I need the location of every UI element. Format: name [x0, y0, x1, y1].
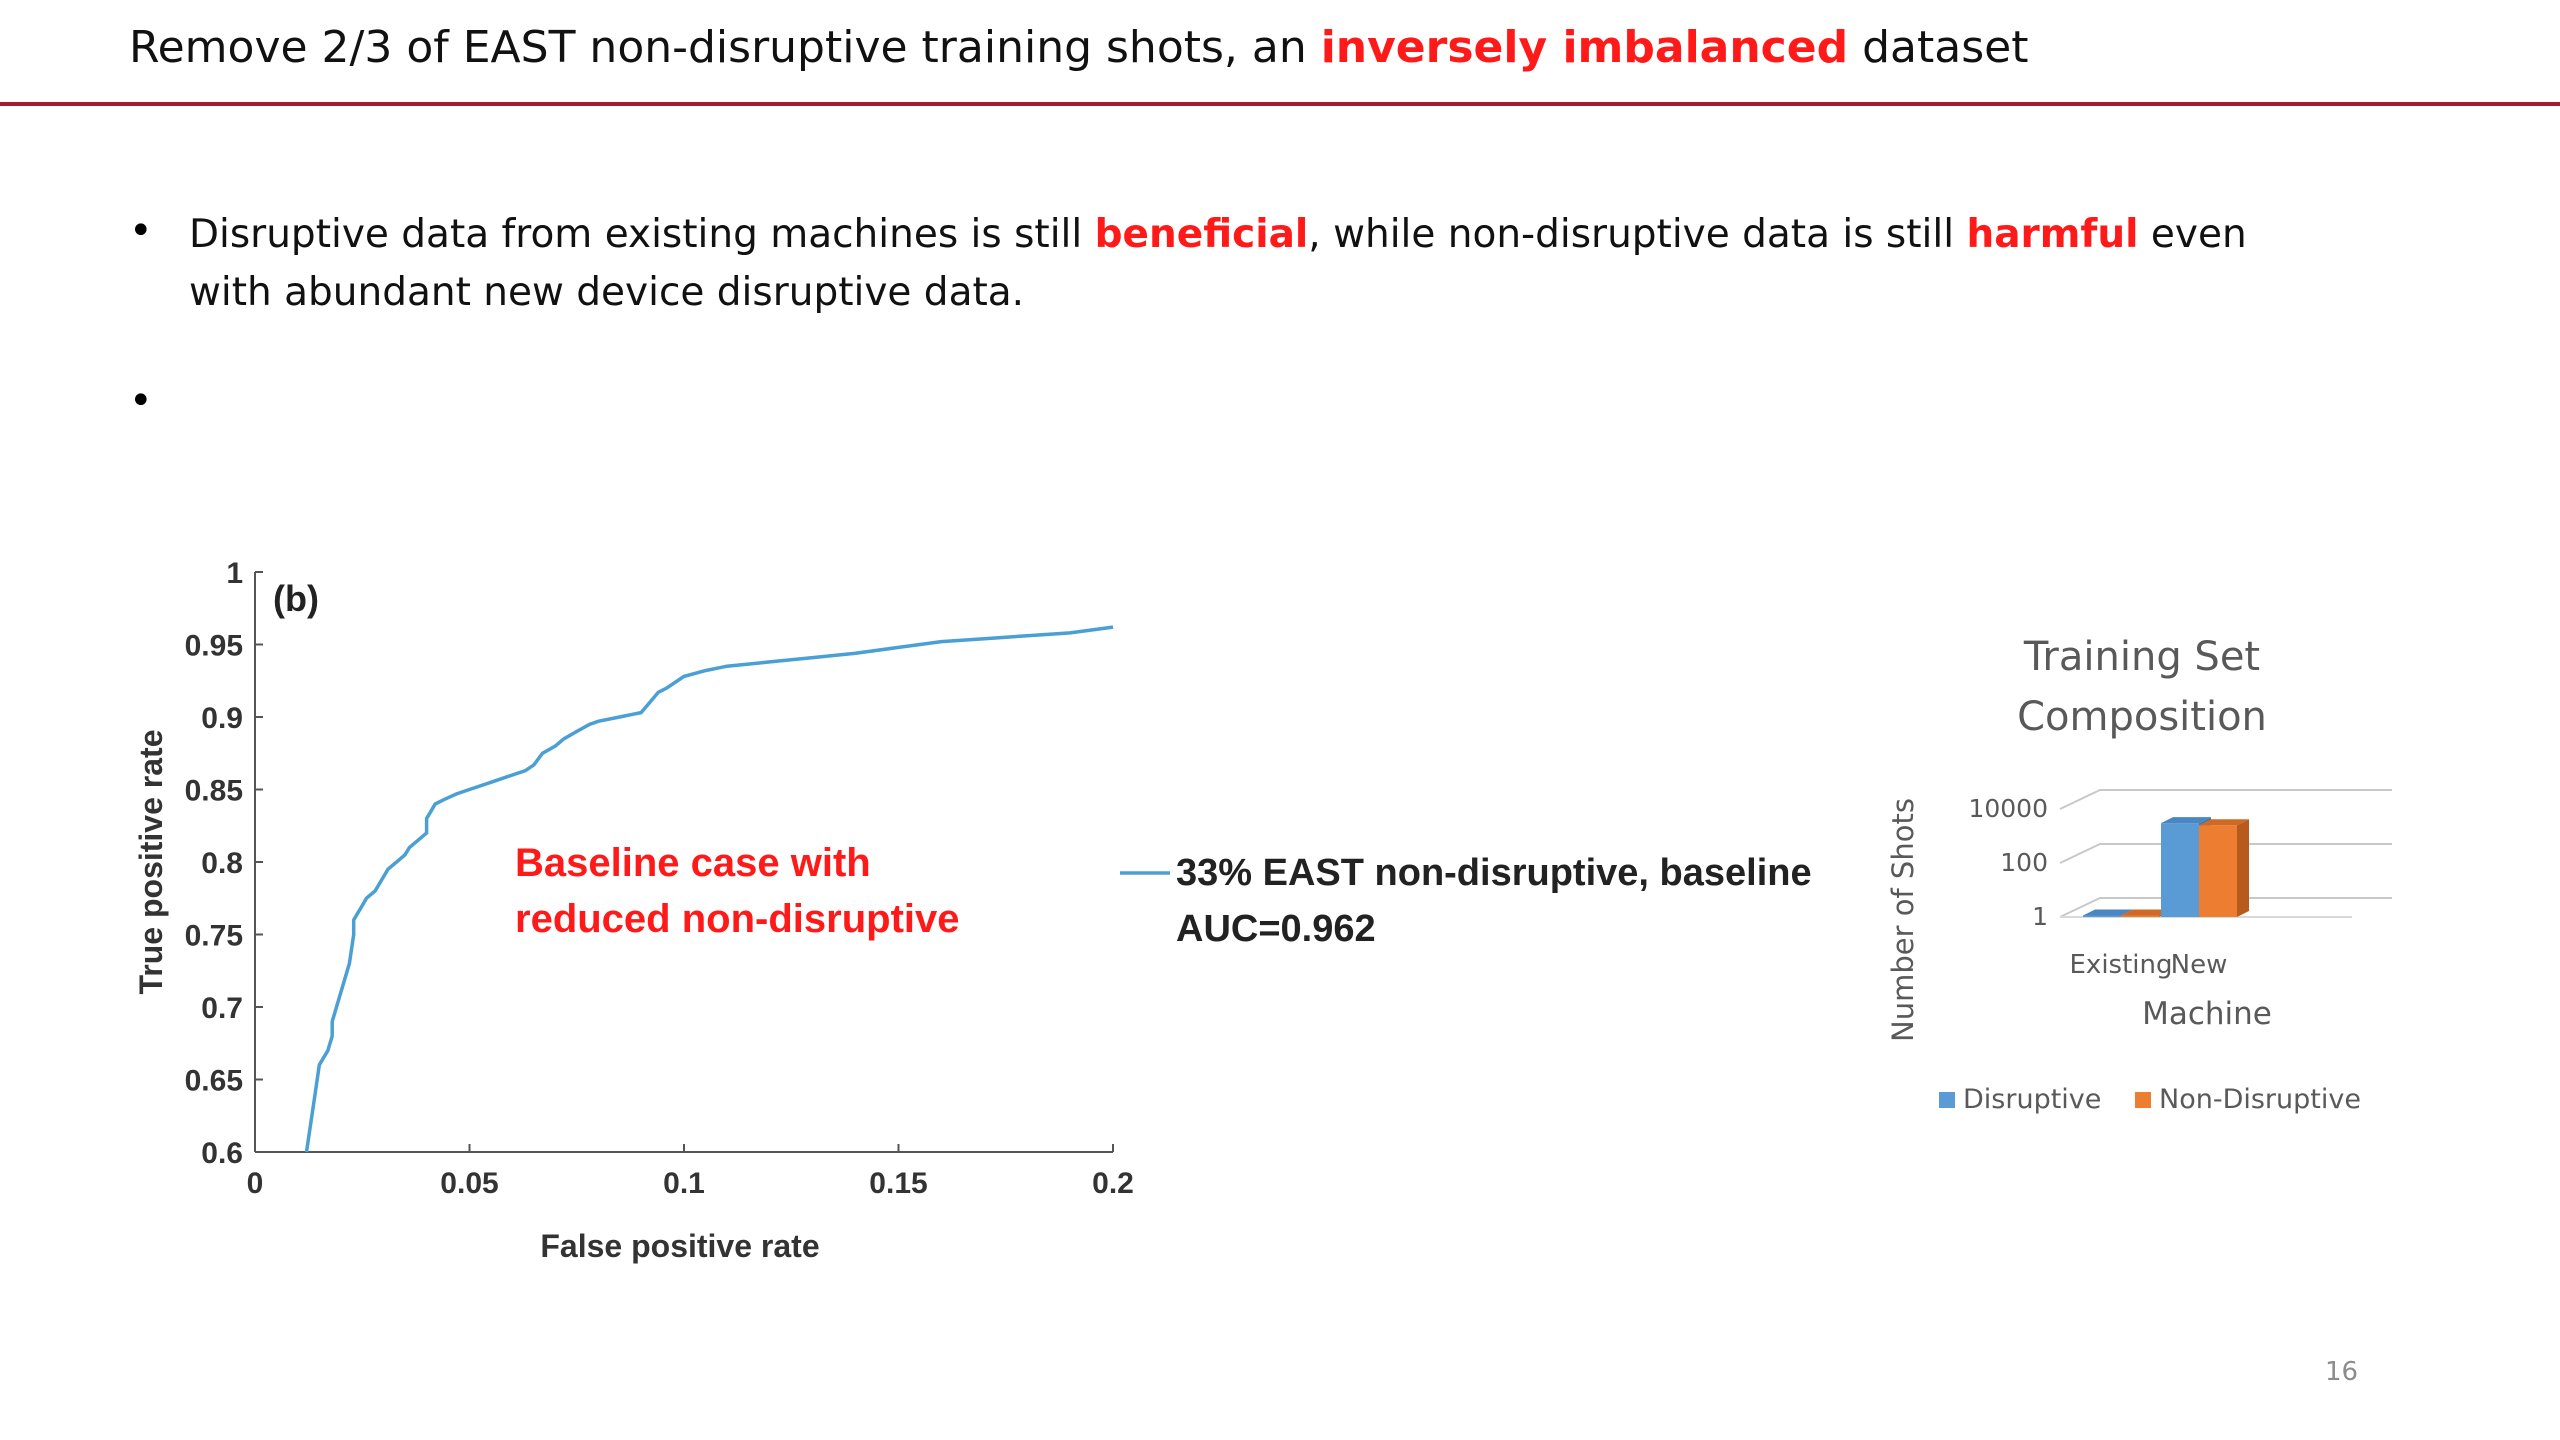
bar-side-non-disruptive-new — [2237, 819, 2249, 917]
bar-chart-bars — [2083, 817, 2249, 917]
roc-x-ticks: 0 0.05 0.1 0.15 0.2 — [247, 1144, 1134, 1200]
roc-legend: 33% EAST non-disruptive, baseline AUC=0.… — [1120, 852, 1812, 950]
bar-category-label-new: New — [2171, 950, 2228, 980]
bar-chart-y-ticks: 1 100 10000 — [1968, 794, 2048, 931]
roc-x-tick-label: 0.2 — [1092, 1167, 1134, 1200]
bar-chart-gridlines — [2059, 789, 2392, 918]
roc-x-label: False positive rate — [540, 1228, 819, 1264]
bar-gridline — [2059, 897, 2392, 918]
roc-y-label: True positive rate — [133, 730, 169, 995]
bar-chart-x-label: Machine — [2142, 996, 2272, 1032]
bar-chart-y-label: Number of Shots — [1886, 798, 1920, 1042]
roc-y-tick-label: 0.7 — [201, 992, 243, 1025]
roc-annotation-line2: reduced non-disruptive — [515, 897, 960, 941]
bar-chart-title-line1: Training Set — [2023, 634, 2260, 680]
roc-legend-label: 33% EAST non-disruptive, baseline — [1176, 852, 1812, 894]
bar-top-non-disruptive-existing — [2121, 909, 2171, 916]
bar-top-disruptive-new — [2161, 817, 2211, 824]
bar-top-disruptive-existing — [2083, 909, 2133, 916]
roc-x-tick-label: 0.1 — [663, 1167, 705, 1200]
page-number: 16 — [2325, 1357, 2359, 1387]
bar-y-tick-label: 100 — [2000, 848, 2048, 877]
legend-swatch-non-disruptive — [2135, 1092, 2151, 1108]
bar-y-tick-label: 10000 — [1968, 794, 2048, 823]
roc-y-tick-label: 0.75 — [185, 920, 243, 953]
bar-non-disruptive-new — [2199, 825, 2237, 917]
bar-chart-legend: Disruptive Non-Disruptive — [1939, 1084, 2361, 1115]
roc-y-tick-label: 0.65 — [185, 1065, 243, 1098]
bar-disruptive-new — [2161, 823, 2199, 917]
legend-label-non-disruptive: Non-Disruptive — [2159, 1084, 2361, 1115]
roc-y-tick-label: 0.9 — [201, 702, 243, 735]
bar-top-non-disruptive-new — [2199, 819, 2249, 826]
bar-chart-title-line2: Composition — [2017, 694, 2267, 740]
roc-y-tick-label: 1 — [226, 557, 243, 590]
bullet-highlight-harmful: harmful — [1966, 212, 2139, 257]
roc-x-tick-label: 0.05 — [440, 1167, 498, 1200]
roc-y-tick-label: 0.85 — [185, 775, 243, 808]
bar-category-label-existing: Existing — [2070, 950, 2173, 980]
bullet-highlight-beneficial: beneficial — [1094, 212, 1309, 257]
legend-swatch-disruptive — [1939, 1092, 1955, 1108]
roc-series-line — [304, 625, 1114, 1153]
bar-y-tick-label: 1 — [2032, 902, 2048, 931]
bullet-text-part: Disruptive data from existing machines i… — [189, 212, 1095, 257]
bar-gridline — [2059, 843, 2392, 864]
roc-x-tick-label: 0 — [247, 1167, 264, 1200]
training-set-chart: Training Set Composition 1 100 10000 Exist… — [1886, 634, 2392, 1115]
slide-title: Remove 2/3 of EAST non-disruptive traini… — [129, 22, 2028, 73]
title-text-part: dataset — [1848, 22, 2029, 73]
bar-non-disruptive-existing — [2121, 915, 2159, 917]
roc-panel-label: (b) — [273, 578, 319, 619]
bar-gridline — [2059, 789, 2392, 810]
roc-y-tick-label: 0.95 — [185, 630, 243, 663]
roc-y-tick-label: 0.6 — [201, 1137, 243, 1170]
legend-label-disruptive: Disruptive — [1963, 1084, 2101, 1115]
bullet-marker: • — [129, 208, 153, 254]
roc-y-ticks: 0.6 0.65 0.7 0.75 0.8 0.85 0.9 0.95 1 — [185, 557, 263, 1170]
title-divider — [0, 102, 2560, 106]
roc-annotation-line1: Baseline case with — [515, 841, 871, 885]
roc-chart: 0.6 0.65 0.7 0.75 0.8 0.85 0.9 0.95 1 0 0.05 0.1 0.… — [133, 557, 1812, 1264]
roc-y-tick-label: 0.8 — [201, 847, 243, 880]
title-highlight: inversely imbalanced — [1320, 22, 1849, 73]
roc-auc-label: AUC=0.962 — [1176, 908, 1376, 950]
bar-disruptive-existing — [2083, 915, 2121, 917]
bullet-text-part: even with abundant new device disruptive… — [189, 212, 2247, 315]
title-text-part: Remove 2/3 of EAST non-disruptive traini… — [129, 22, 1321, 73]
bullet-marker-empty: • — [129, 378, 153, 424]
roc-x-tick-label: 0.15 — [869, 1167, 927, 1200]
bullet-text-part: , while non-disruptive data is still — [1308, 212, 1967, 257]
bullet-text: Disruptive data from existing machines i… — [189, 206, 2339, 322]
